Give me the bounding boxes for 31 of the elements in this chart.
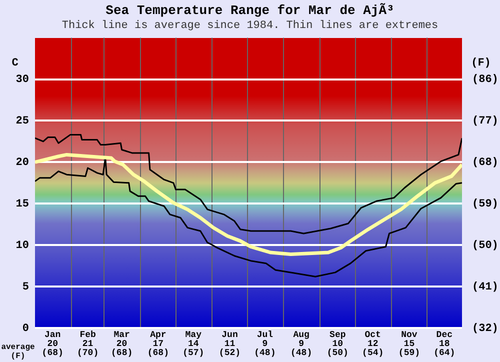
- y-tick-label: 5: [22, 281, 30, 294]
- x-tick-label: Sep 10 (50): [326, 330, 348, 358]
- x-tick-label: Feb 21 (70): [76, 330, 99, 358]
- y2-tick-label: (32): [472, 322, 498, 335]
- y-tick-label: 30: [16, 74, 29, 86]
- x-tick-label: Apr 17 (68): [147, 330, 169, 358]
- chart-subtitle: Thick line is average since 1984. Thin lines are extremes: [62, 20, 438, 32]
- chart-title: Sea Temperature Range for Mar de AjÃ³: [106, 3, 394, 18]
- y2-tick-label: (59): [472, 198, 498, 210]
- x-tick-label: Aug 9 (48): [290, 330, 312, 358]
- y2-tick-label: (68): [472, 156, 498, 169]
- y2-axis-title: (F): [471, 58, 491, 70]
- y-axis-title: C: [12, 58, 19, 70]
- x-tick-label: Jul 9 (48): [254, 330, 276, 358]
- y-tick-label: 20: [16, 156, 29, 169]
- y-tick-label: 0: [22, 322, 29, 335]
- y2-tick-label: (50): [472, 240, 498, 252]
- y-tick-label: 10: [16, 240, 29, 252]
- x-tick-label: Nov 15 (59): [398, 330, 420, 358]
- y2-tick-label: (86): [472, 74, 498, 86]
- y-tick-label: 25: [16, 115, 30, 128]
- y-tick-label: 15: [16, 198, 30, 210]
- x-tick-label: Mar 20 (68): [111, 330, 133, 358]
- y2-tick-label: (77): [472, 115, 498, 128]
- x-tick-label: Dec 18 (64): [434, 330, 456, 358]
- x-tick-label: Jun 11 (52): [218, 330, 241, 358]
- x-tick-label: Jan 20 (68): [42, 330, 64, 358]
- text: average (F): [1, 343, 35, 362]
- x-tick-label: May 14 (57): [182, 330, 204, 358]
- x-tick-label: Oct 12 (54): [362, 330, 384, 358]
- y2-tick-label: (41): [472, 281, 498, 294]
